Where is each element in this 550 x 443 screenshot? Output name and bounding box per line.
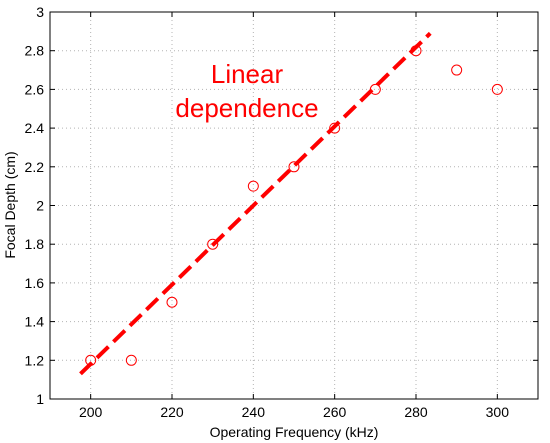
linear-fit-line [79, 31, 432, 376]
y-tick-label-0: 1 [36, 391, 44, 407]
y-tick-label-2: 1.4 [25, 314, 45, 330]
data-point-1 [125, 354, 137, 366]
y-tick-label-1: 1.2 [25, 352, 45, 368]
data-point-3 [207, 238, 219, 250]
annotation-line-1: Linear [211, 59, 284, 89]
y-tick-label-8: 2.6 [25, 81, 45, 97]
data-points [85, 45, 503, 366]
y-tick-label-5: 2 [36, 198, 44, 214]
x-tick-label-0: 200 [79, 404, 103, 420]
x-tick-label-5: 300 [486, 404, 510, 420]
data-point-9 [451, 64, 463, 76]
annotation-line-2: dependence [175, 93, 318, 123]
y-axis-title: Focal Depth (cm) [2, 151, 18, 258]
data-point-5 [288, 161, 300, 173]
x-tick-label-4: 280 [404, 404, 428, 420]
y-tick-label-4: 1.8 [25, 236, 45, 252]
fit-line-group [79, 31, 432, 376]
y-tick-label-6: 2.2 [25, 159, 45, 175]
grid [50, 12, 538, 399]
y-tick-label-3: 1.6 [25, 275, 45, 291]
y-tick-label-10: 3 [36, 4, 44, 20]
data-point-10 [491, 83, 503, 95]
data-point-8 [410, 45, 422, 57]
x-tick-label-2: 240 [242, 404, 266, 420]
y-tick-label-7: 2.4 [25, 120, 45, 136]
x-axis-title: Operating Frequency (kHz) [210, 424, 379, 440]
data-point-4 [247, 180, 259, 192]
axis-ticks: 200 220 240 260 280 300 1 1.2 1.4 1.6 1.8 2 2.2 2.4 2.… [25, 4, 538, 420]
x-tick-label-3: 260 [323, 404, 347, 420]
x-tick-label-1: 220 [160, 404, 184, 420]
y-tick-label-9: 2.8 [25, 43, 45, 59]
data-point-2 [166, 296, 178, 308]
data-point-6 [329, 122, 341, 134]
data-point-7 [369, 83, 381, 95]
data-point-0 [85, 354, 97, 366]
